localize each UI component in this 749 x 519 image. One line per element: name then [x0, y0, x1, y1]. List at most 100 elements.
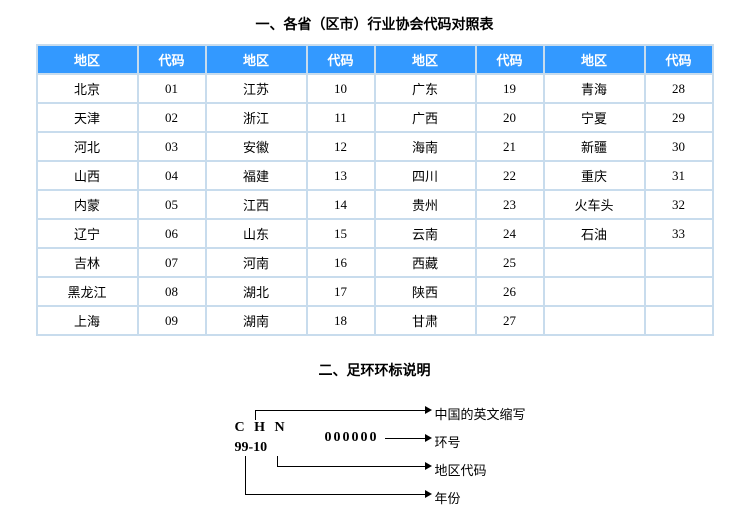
cell-region: 贵州: [376, 191, 475, 218]
cell-region: 四川: [376, 162, 475, 189]
cell-region: 江西: [207, 191, 306, 218]
cell-code: [646, 278, 712, 305]
diagram-year-region-text: 99-10: [235, 440, 268, 456]
cell-code: 14: [308, 191, 374, 218]
cell-region: 福建: [207, 162, 306, 189]
cell-code: 24: [477, 220, 543, 247]
cell-region: 西藏: [376, 249, 475, 276]
col-header-code: 代码: [646, 46, 712, 73]
col-header-code: 代码: [477, 46, 543, 73]
cell-region: 湖北: [207, 278, 306, 305]
cell-code: 18: [308, 307, 374, 334]
cell-code: 10: [308, 75, 374, 102]
table-row: 天津02浙江11广西20宁夏29: [38, 104, 712, 131]
diagram-label-year: 年份: [435, 488, 461, 507]
cell-region: 天津: [38, 104, 137, 131]
cell-region: 湖南: [207, 307, 306, 334]
cell-code: 20: [477, 104, 543, 131]
table-row: 黑龙江08湖北17陕西26: [38, 278, 712, 305]
code-table: 地区代码地区代码地区代码地区代码 北京01江苏10广东19青海28天津02浙江1…: [36, 44, 714, 336]
table-body: 北京01江苏10广东19青海28天津02浙江11广西20宁夏29河北03安徽12…: [38, 75, 712, 334]
cell-code: 25: [477, 249, 543, 276]
cell-region: 广东: [376, 75, 475, 102]
cell-code: 26: [477, 278, 543, 305]
diagram-label-chn: 中国的英文缩写: [435, 404, 526, 423]
diagram-chn-text: C H N: [235, 420, 288, 436]
cell-code: 19: [477, 75, 543, 102]
cell-region: 青海: [545, 75, 644, 102]
cell-code: 31: [646, 162, 712, 189]
cell-region: 北京: [38, 75, 137, 102]
cell-region: 石油: [545, 220, 644, 247]
table-row: 上海09湖南18甘肃27: [38, 307, 712, 334]
cell-region: 火车头: [545, 191, 644, 218]
cell-code: 05: [139, 191, 205, 218]
cell-region: 内蒙: [38, 191, 137, 218]
cell-region: 上海: [38, 307, 137, 334]
cell-region: 宁夏: [545, 104, 644, 131]
cell-code: [646, 307, 712, 334]
col-header-region: 地区: [545, 46, 644, 73]
diagram-number-text: 000000: [325, 430, 379, 446]
cell-code: 29: [646, 104, 712, 131]
cell-region: 吉林: [38, 249, 137, 276]
table-row: 内蒙05江西14贵州23火车头32: [38, 191, 712, 218]
cell-region: 新疆: [545, 133, 644, 160]
cell-code: 28: [646, 75, 712, 102]
cell-region: [545, 307, 644, 334]
cell-region: 河南: [207, 249, 306, 276]
cell-code: 09: [139, 307, 205, 334]
cell-region: 重庆: [545, 162, 644, 189]
cell-region: 黑龙江: [38, 278, 137, 305]
cell-region: 辽宁: [38, 220, 137, 247]
cell-region: 浙江: [207, 104, 306, 131]
cell-code: 07: [139, 249, 205, 276]
cell-region: 陕西: [376, 278, 475, 305]
table-row: 山西04福建13四川22重庆31: [38, 162, 712, 189]
table-row: 辽宁06山东15云南24石油33: [38, 220, 712, 247]
cell-code: 15: [308, 220, 374, 247]
cell-region: 河北: [38, 133, 137, 160]
col-header-region: 地区: [376, 46, 475, 73]
ring-label-diagram: C H N 000000 99-10 中国的英文缩写 环号 地区代码 年份: [175, 388, 575, 518]
cell-region: 山东: [207, 220, 306, 247]
cell-code: 12: [308, 133, 374, 160]
cell-region: 江苏: [207, 75, 306, 102]
cell-code: 01: [139, 75, 205, 102]
cell-code: 22: [477, 162, 543, 189]
cell-code: 13: [308, 162, 374, 189]
cell-region: 山西: [38, 162, 137, 189]
cell-region: 云南: [376, 220, 475, 247]
cell-code: 17: [308, 278, 374, 305]
cell-region: 甘肃: [376, 307, 475, 334]
cell-code: 08: [139, 278, 205, 305]
table-row: 吉林07河南16西藏25: [38, 249, 712, 276]
cell-code: 30: [646, 133, 712, 160]
cell-code: 06: [139, 220, 205, 247]
section-title-1: 一、各省（区市）行业协会代码对照表: [0, 0, 749, 44]
col-header-region: 地区: [207, 46, 306, 73]
col-header-region: 地区: [38, 46, 137, 73]
diagram-label-number: 环号: [435, 432, 461, 451]
cell-code: 33: [646, 220, 712, 247]
cell-code: 03: [139, 133, 205, 160]
col-header-code: 代码: [308, 46, 374, 73]
col-header-code: 代码: [139, 46, 205, 73]
cell-code: 11: [308, 104, 374, 131]
cell-code: 23: [477, 191, 543, 218]
cell-code: [646, 249, 712, 276]
cell-region: 广西: [376, 104, 475, 131]
table-header-row: 地区代码地区代码地区代码地区代码: [38, 46, 712, 73]
cell-region: 安徽: [207, 133, 306, 160]
cell-code: 32: [646, 191, 712, 218]
cell-code: 21: [477, 133, 543, 160]
code-table-wrapper: 地区代码地区代码地区代码地区代码 北京01江苏10广东19青海28天津02浙江1…: [36, 44, 714, 336]
table-row: 北京01江苏10广东19青海28: [38, 75, 712, 102]
cell-code: 02: [139, 104, 205, 131]
section-title-2: 二、足环环标说明: [0, 336, 749, 388]
cell-region: 海南: [376, 133, 475, 160]
table-row: 河北03安徽12海南21新疆30: [38, 133, 712, 160]
cell-code: 16: [308, 249, 374, 276]
cell-region: [545, 278, 644, 305]
diagram-label-region: 地区代码: [435, 460, 487, 479]
